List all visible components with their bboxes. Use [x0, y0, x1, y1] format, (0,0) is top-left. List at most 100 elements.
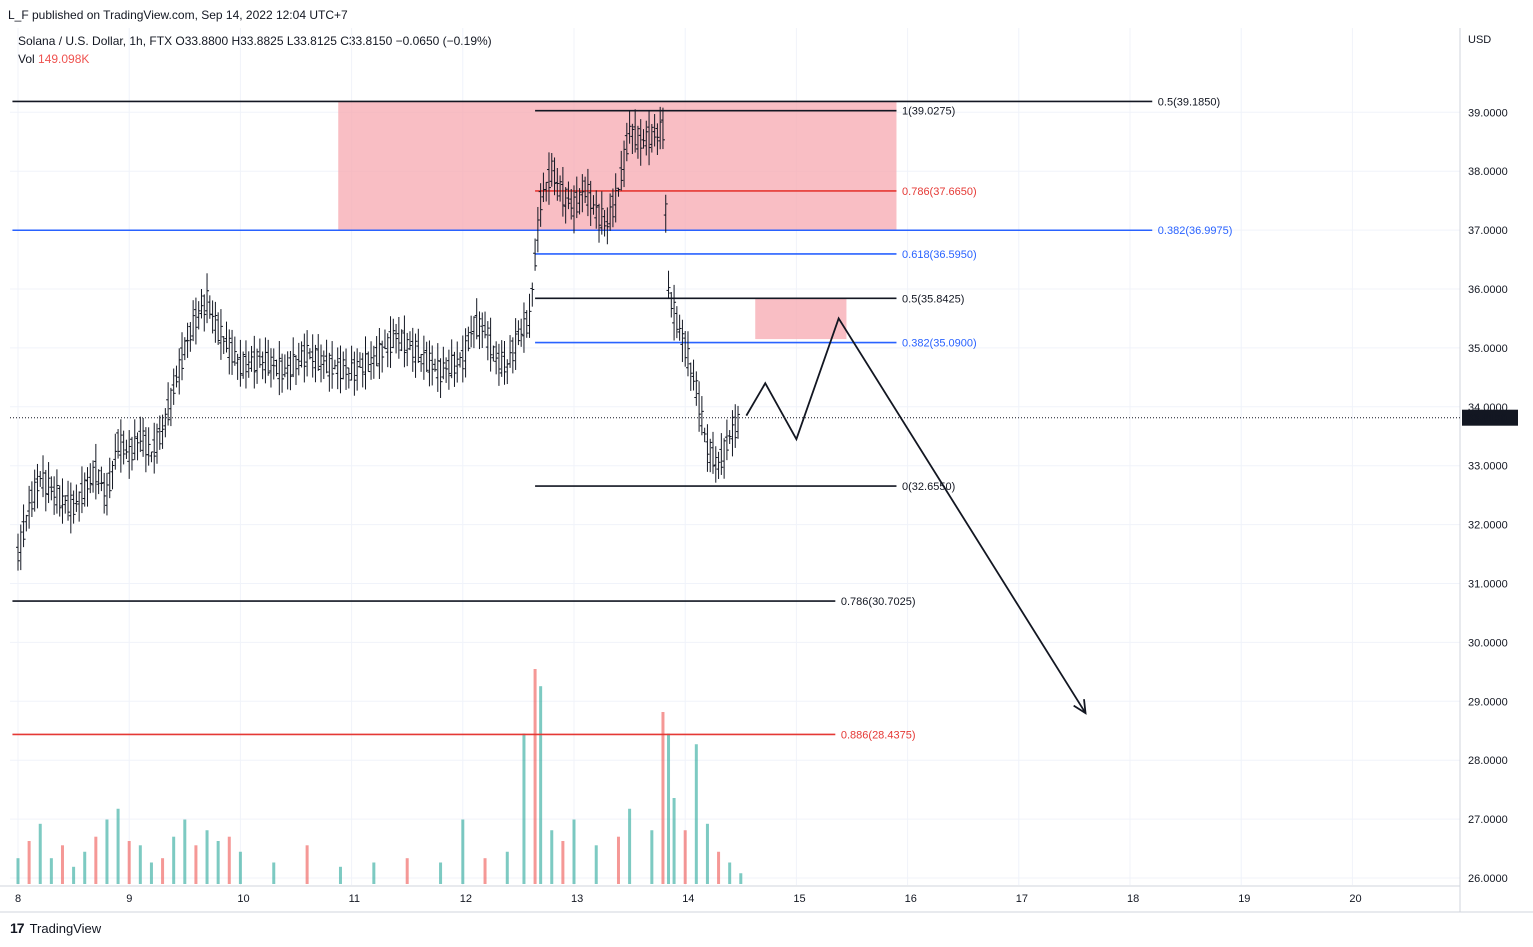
symbol-legend: Solana / U.S. Dollar, 1h, FTX O33.8800 H…: [18, 34, 492, 66]
volume-bar: [138, 845, 142, 884]
x-tick-label: 20: [1349, 893, 1361, 905]
x-tick-label: 9: [126, 893, 132, 905]
x-tick-label: 17: [1016, 893, 1028, 905]
x-tick-label: 14: [682, 893, 694, 905]
volume-bar: [16, 858, 20, 884]
volume-bar: [483, 858, 487, 884]
volume-bar: [717, 851, 721, 884]
volume-bar: [739, 873, 743, 884]
y-tick-label: 28.0000: [1468, 755, 1508, 767]
volume-bar: [72, 866, 76, 884]
volume-bar: [94, 836, 98, 884]
volume-bar: [227, 836, 231, 884]
projection-path: [745, 316, 1087, 715]
volume-bar: [705, 823, 709, 884]
fib-level-label: 0.886(28.4375): [841, 729, 916, 741]
volume-bar: [105, 819, 109, 884]
volume-bar: [127, 841, 131, 884]
fib-level-label: 0.786(37.6650): [902, 186, 977, 198]
volume-bar: [650, 830, 654, 884]
volume-bar: [338, 866, 342, 884]
fib-level-label: 0.5(35.8425): [902, 293, 964, 305]
volume-bar: [405, 858, 409, 884]
volume-bar: [205, 830, 209, 884]
tradingview-footer[interactable]: 17 TradingView: [10, 920, 101, 936]
y-tick-label: 30.0000: [1468, 637, 1508, 649]
volume-bar: [628, 808, 632, 884]
symbol-ohlc[interactable]: Solana / U.S. Dollar, 1h, FTX O33.8800 H…: [18, 34, 492, 48]
y-tick-label: 37.0000: [1468, 225, 1508, 237]
fib-level-label: 0.786(30.7025): [841, 596, 916, 608]
volume-bar: [161, 858, 165, 884]
volume-bar: [505, 851, 509, 884]
volume-bar: [238, 851, 242, 884]
last-price-tag: [1462, 409, 1518, 426]
y-tick-label: 33.0000: [1468, 461, 1508, 473]
volume-bar: [27, 841, 31, 884]
fib-level-label: 0.5(39.1850): [1158, 96, 1220, 108]
fib-level-label: 0.382(35.0900): [902, 338, 977, 350]
y-tick-label: 38.0000: [1468, 166, 1508, 178]
x-tick-label: 8: [15, 893, 21, 905]
fib-level-label: 0.618(36.5950): [902, 249, 977, 261]
volume-legend[interactable]: Vol 149.098K: [18, 52, 89, 66]
x-tick-label: 11: [349, 893, 360, 905]
volume-bar: [561, 841, 565, 884]
x-tick-label: 10: [237, 893, 249, 905]
volume-bar: [683, 830, 687, 884]
axes: 26.0000 27.0000 28.0000 29.0000 30.0000 31.00…: [0, 28, 1533, 913]
volume-bar: [49, 858, 53, 884]
x-tick-label: 19: [1238, 893, 1250, 905]
x-tick-label: 12: [460, 893, 472, 905]
volume-bar: [172, 836, 176, 884]
tradingview-logo-icon: 17: [10, 920, 25, 936]
publish-info: L_F published on TradingView.com, Sep 14…: [8, 8, 348, 22]
volume-value: 149.098K: [38, 52, 90, 66]
supply-zone-upper: [338, 101, 897, 231]
y-tick-label: 36.0000: [1468, 284, 1508, 296]
y-tick-label: 32.0000: [1468, 520, 1508, 532]
volume-bar: [60, 845, 64, 884]
projection-line: [745, 316, 1087, 714]
volume-bar: [372, 862, 376, 884]
volume-bar: [116, 808, 120, 884]
volume-bar: [216, 841, 220, 884]
y-tick-label: 29.0000: [1468, 696, 1508, 708]
volume-bar: [616, 836, 620, 884]
volume-bar: [572, 819, 576, 884]
volume-bar: [539, 686, 543, 884]
projection-arrowhead: [1073, 699, 1087, 715]
zones: [338, 101, 897, 340]
price-series: [16, 106, 741, 571]
volume-bars: [16, 669, 743, 884]
volume-bar: [667, 733, 671, 884]
volume-bar: [83, 851, 87, 884]
fib-level-label: 1(39.0275): [902, 106, 955, 118]
supply-zone-lower: [755, 297, 847, 340]
y-tick-label: 26.0000: [1468, 873, 1508, 885]
currency-label[interactable]: USD: [1468, 34, 1492, 46]
volume-bar: [461, 819, 465, 884]
volume-bar: [38, 823, 42, 884]
volume-bar: [672, 798, 676, 884]
volume-bar: [183, 819, 187, 884]
tradingview-brand: TradingView: [29, 920, 102, 936]
volume-bar: [439, 862, 443, 884]
volume-bar: [272, 862, 276, 884]
fib-level-label: 0.382(36.9975): [1158, 225, 1233, 237]
volume-bar: [694, 744, 698, 884]
volume-bar: [550, 830, 554, 884]
fib-levels: 0.5(39.1850) 1(39.0275) 0.786(37.6650) 0.38…: [12, 96, 1232, 741]
x-tick-label: 15: [793, 893, 805, 905]
volume-bar: [149, 862, 153, 884]
y-tick-label: 39.0000: [1468, 107, 1508, 119]
y-tick-label: 27.0000: [1468, 814, 1508, 826]
volume-bar: [305, 845, 309, 884]
volume-bar: [728, 862, 732, 884]
x-tick-label: 13: [571, 893, 583, 905]
volume-label: Vol: [18, 52, 35, 66]
x-tick-label: 16: [905, 893, 917, 905]
volume-bar: [194, 845, 198, 884]
volume-bar: [533, 669, 537, 884]
